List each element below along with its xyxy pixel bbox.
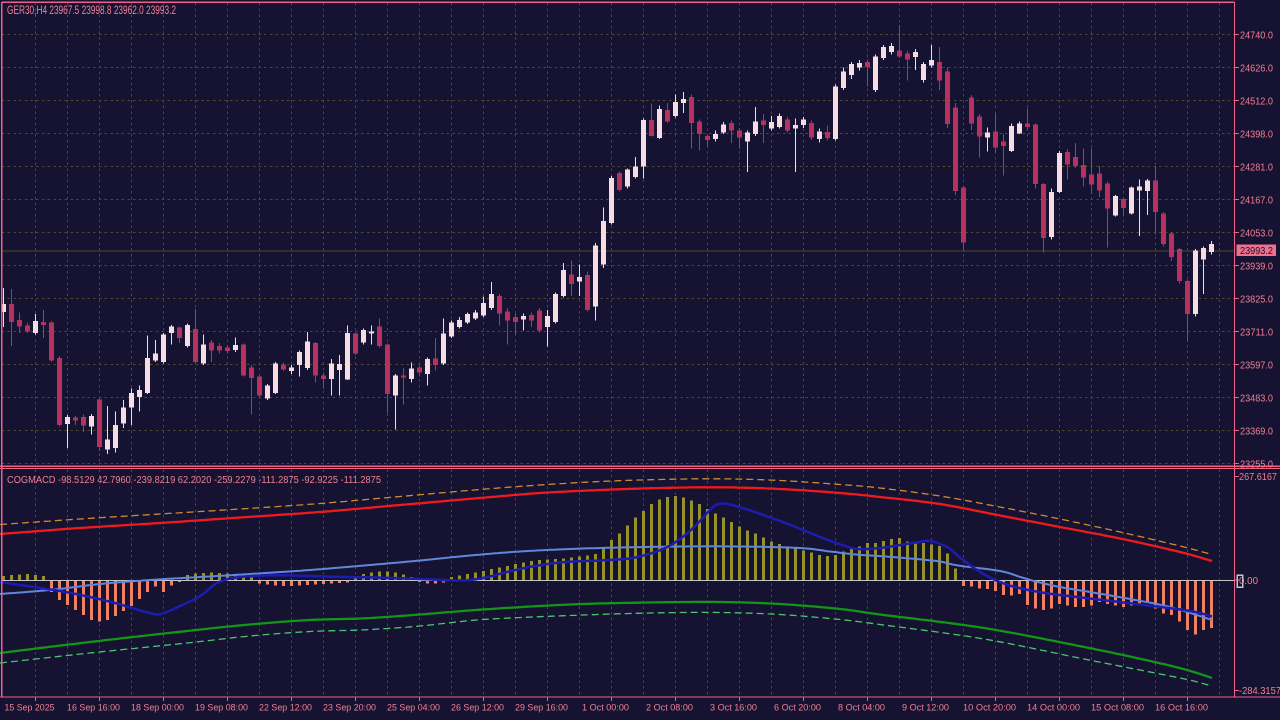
svg-text:GER30,H4 23967.5 23998.8 2396: GER30,H4 23967.5 23998.8 23962.0 23993.2	[7, 3, 176, 17]
svg-text:24512.0: 24512.0	[1240, 97, 1273, 108]
svg-text:23255.0: 23255.0	[1240, 460, 1273, 471]
svg-text:23369.0: 23369.0	[1240, 427, 1273, 438]
svg-text:23483.0: 23483.0	[1240, 394, 1273, 405]
svg-text:267.6167: 267.6167	[1239, 472, 1277, 483]
svg-text:29 Sep 16:00: 29 Sep 16:00	[515, 703, 568, 714]
svg-text:23993.2: 23993.2	[1240, 246, 1273, 257]
svg-text:23825.0: 23825.0	[1240, 295, 1273, 306]
svg-text:15 Sep 2025: 15 Sep 2025	[5, 703, 55, 714]
svg-text:26 Sep 12:00: 26 Sep 12:00	[451, 703, 504, 714]
svg-text:8 Oct 04:00: 8 Oct 04:00	[838, 703, 885, 714]
svg-text:24626.0: 24626.0	[1240, 64, 1273, 75]
svg-text:2 Oct 08:00: 2 Oct 08:00	[646, 703, 693, 714]
svg-text:16 Oct 16:00: 16 Oct 16:00	[1155, 703, 1208, 714]
svg-text:25 Sep 04:00: 25 Sep 04:00	[387, 703, 440, 714]
svg-text:0.00: 0.00	[1239, 576, 1258, 587]
svg-text:6 Oct 20:00: 6 Oct 20:00	[774, 703, 821, 714]
svg-text:15 Oct 08:00: 15 Oct 08:00	[1091, 703, 1144, 714]
svg-text:16 Sep 16:00: 16 Sep 16:00	[67, 703, 120, 714]
svg-text:18 Sep 00:00: 18 Sep 00:00	[131, 703, 184, 714]
svg-text:23 Sep 20:00: 23 Sep 20:00	[323, 703, 376, 714]
svg-text:14 Oct 00:00: 14 Oct 00:00	[1027, 703, 1080, 714]
svg-text:24281.0: 24281.0	[1240, 163, 1273, 174]
svg-text:19 Sep 08:00: 19 Sep 08:00	[195, 703, 248, 714]
svg-text:23711.0: 23711.0	[1240, 328, 1273, 339]
svg-text:3 Oct 16:00: 3 Oct 16:00	[710, 703, 757, 714]
svg-text:23939.0: 23939.0	[1240, 262, 1273, 273]
svg-text:22 Sep 12:00: 22 Sep 12:00	[259, 703, 312, 714]
svg-text:24053.0: 24053.0	[1240, 229, 1273, 240]
svg-text:-284.3157: -284.3157	[1239, 686, 1280, 697]
svg-text:10 Oct 20:00: 10 Oct 20:00	[963, 703, 1016, 714]
svg-text:1 Oct 00:00: 1 Oct 00:00	[582, 703, 629, 714]
svg-text:24398.0: 24398.0	[1240, 130, 1273, 141]
svg-text:COGMACD -98.5129 42.7960 -239.: COGMACD -98.5129 42.7960 -239.8219 62.20…	[7, 475, 381, 486]
svg-text:24167.0: 24167.0	[1240, 196, 1273, 207]
svg-text:23597.0: 23597.0	[1240, 361, 1273, 372]
svg-text:9 Oct 12:00: 9 Oct 12:00	[902, 703, 949, 714]
svg-text:24740.0: 24740.0	[1240, 31, 1273, 42]
